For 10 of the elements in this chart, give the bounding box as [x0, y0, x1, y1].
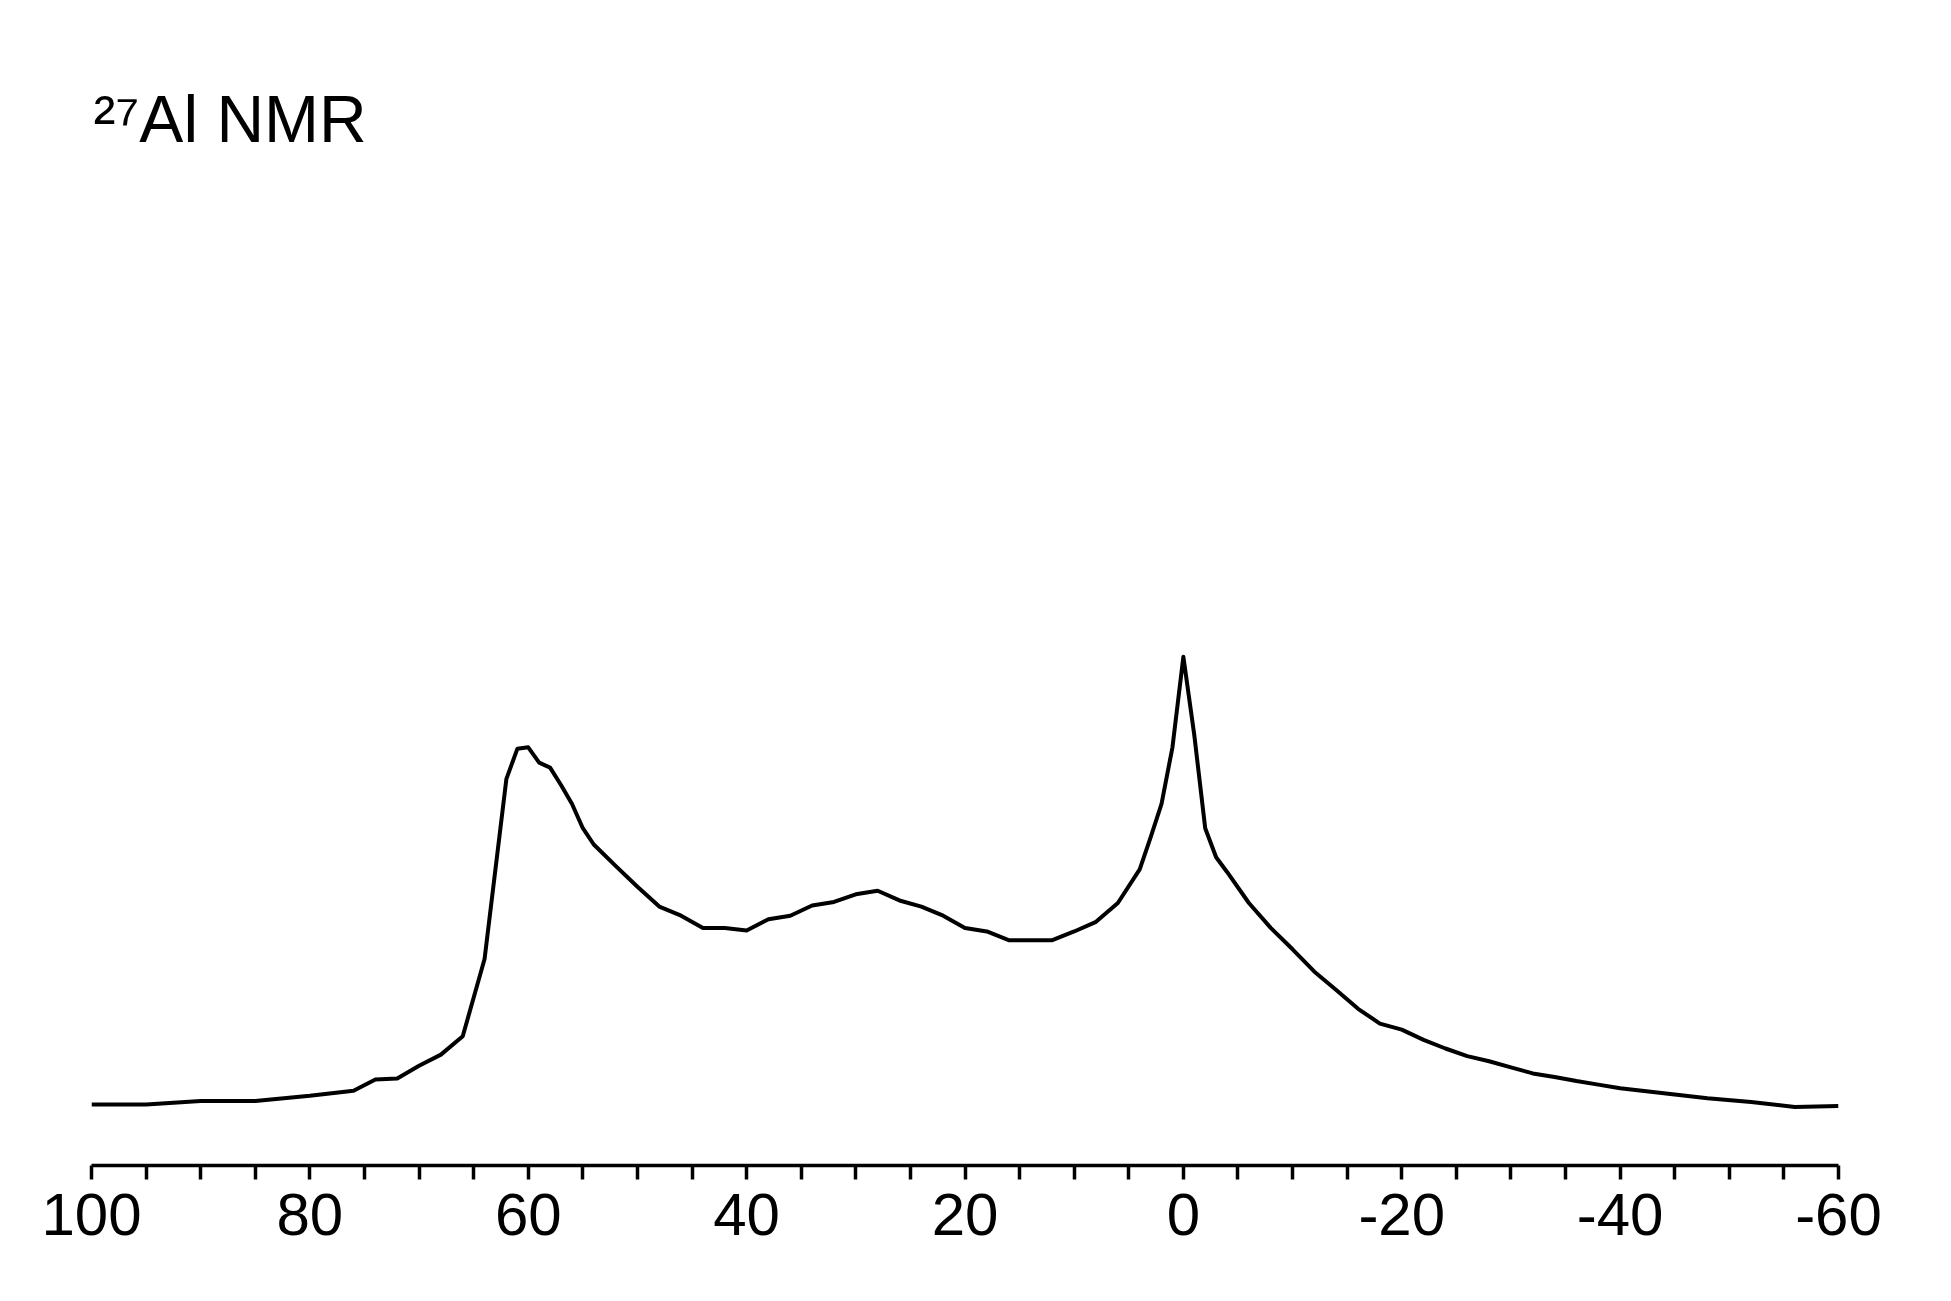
- x-tick-label: 80: [276, 1180, 344, 1248]
- chart-title: ²⁷Al NMR: [93, 81, 367, 156]
- x-tick-label: -20: [1358, 1180, 1446, 1248]
- x-tick-label: 40: [713, 1180, 781, 1248]
- x-tick-label: -60: [1795, 1180, 1882, 1248]
- x-tick-label: 60: [494, 1180, 562, 1248]
- x-tick-label: 100: [41, 1180, 142, 1248]
- x-tick-label: -40: [1576, 1180, 1664, 1248]
- x-tick-label: 20: [931, 1180, 999, 1248]
- x-tick-label: 0: [1166, 1180, 1201, 1248]
